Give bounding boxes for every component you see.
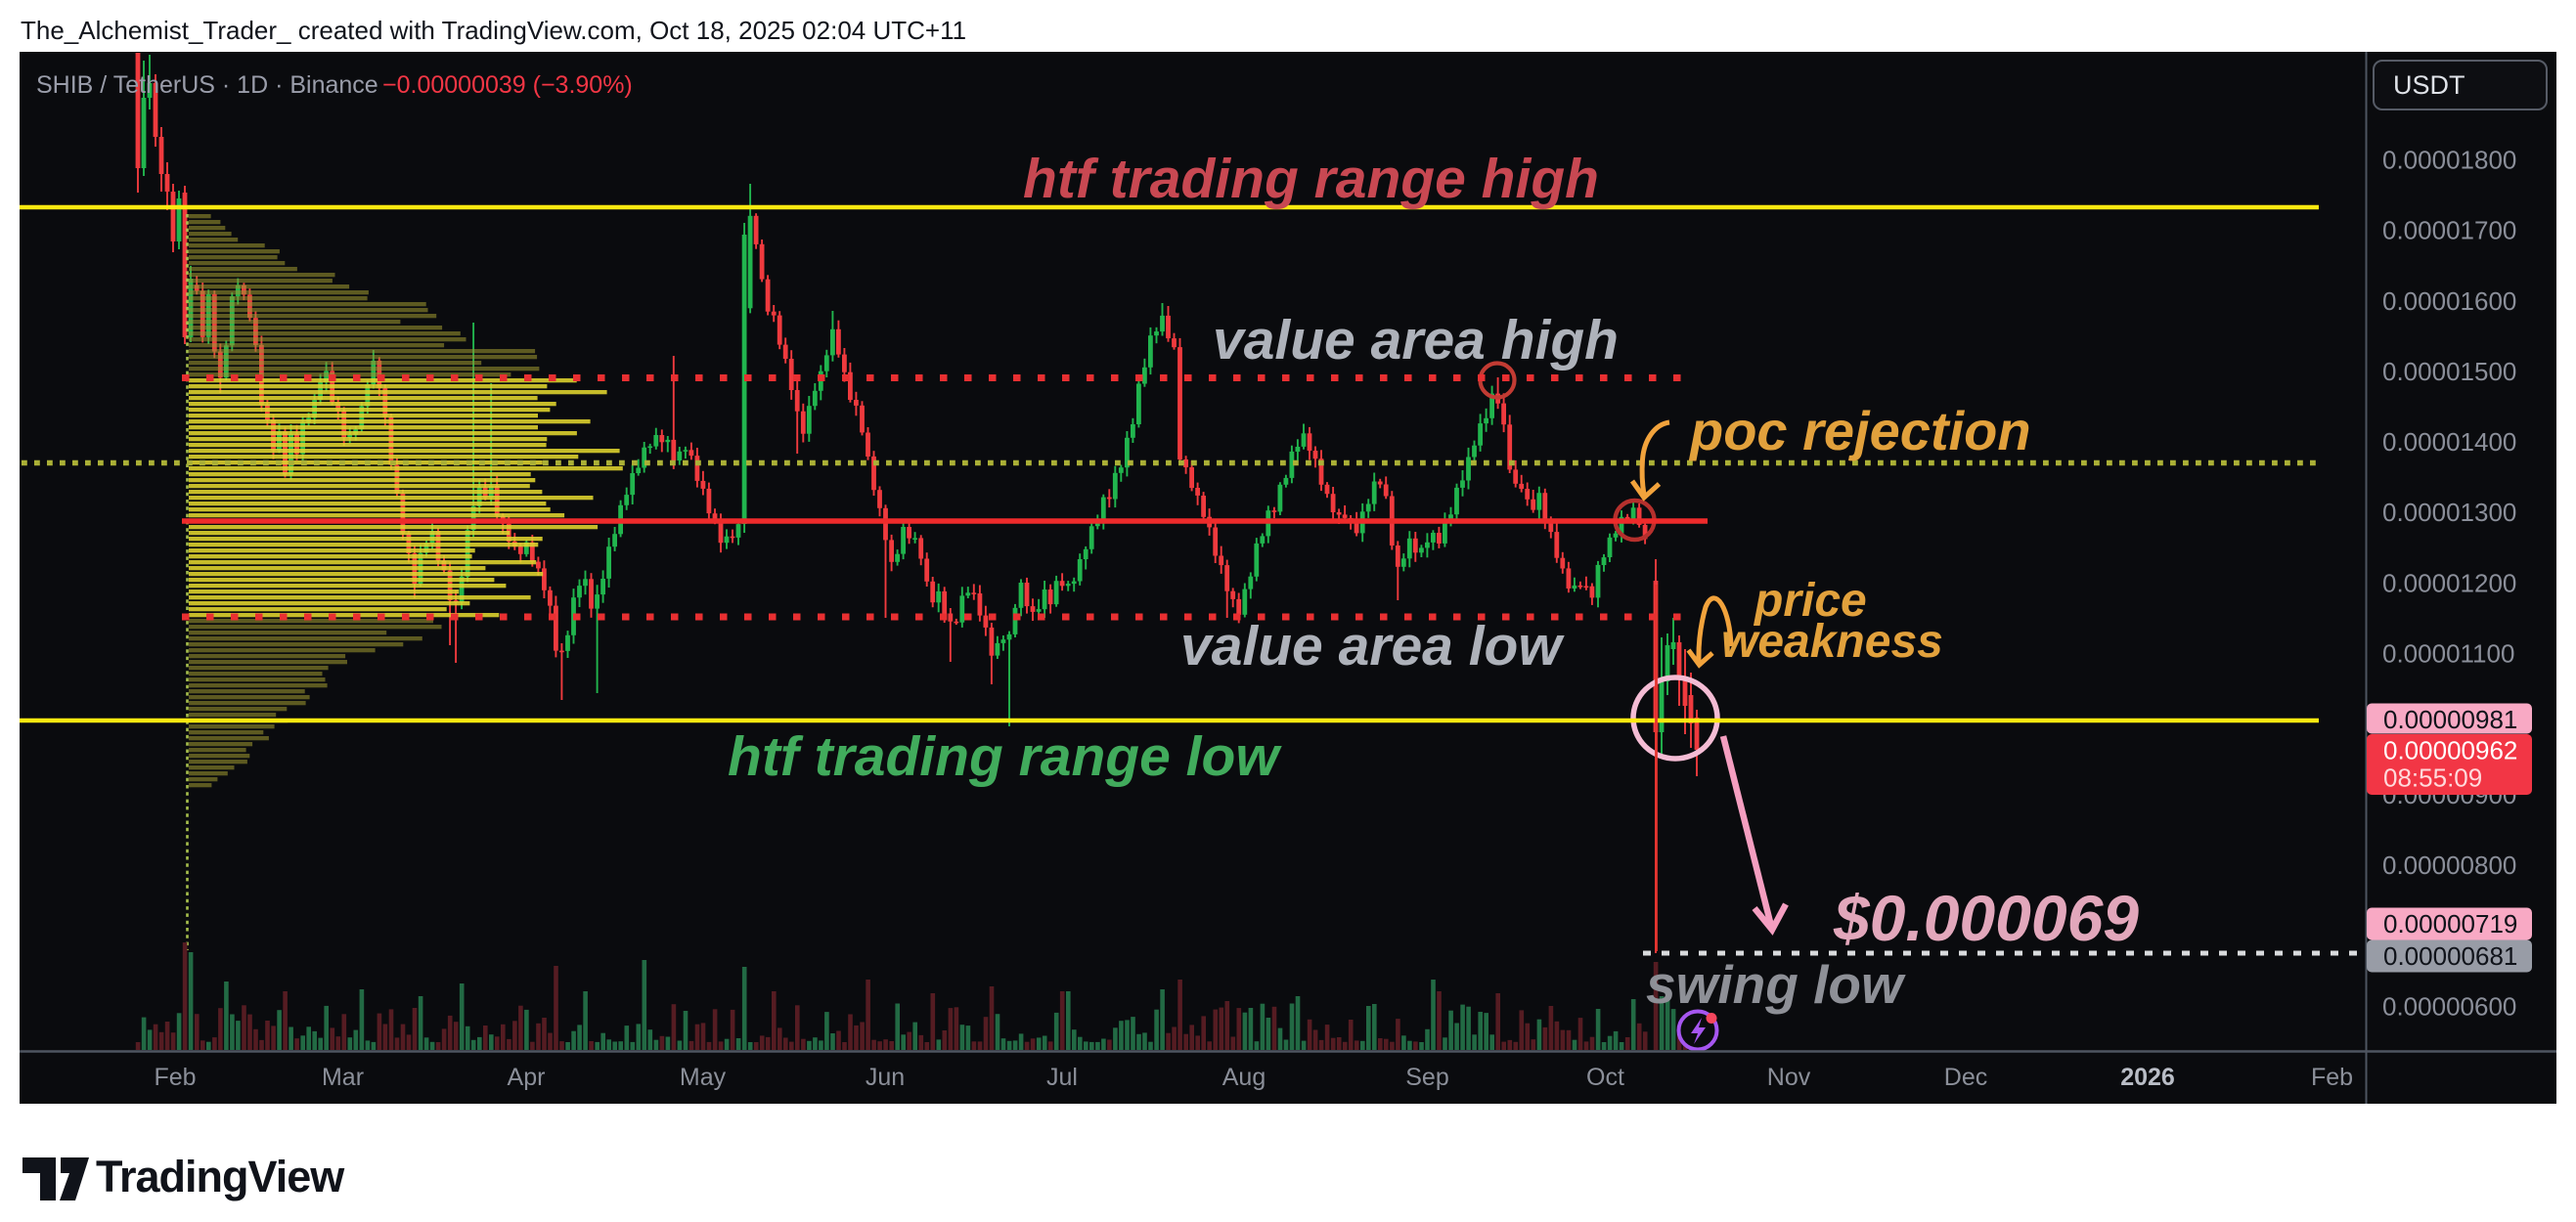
svg-text:swing low: swing low: [1646, 954, 1906, 1015]
svg-text:The_Alchemist_Trader_ created: The_Alchemist_Trader_ created with Tradi…: [21, 16, 966, 45]
svg-text:Feb: Feb: [2311, 1064, 2353, 1091]
svg-text:0.00001300: 0.00001300: [2382, 498, 2516, 527]
svg-text:weakness: weakness: [1721, 616, 1943, 668]
svg-text:0.00000962: 0.00000962: [2383, 736, 2517, 765]
svg-text:SHIB / TetherUS · 1D · Binance: SHIB / TetherUS · 1D · Binance: [36, 71, 378, 99]
svg-text:price: price: [1753, 575, 1867, 627]
svg-text:0.00000800: 0.00000800: [2382, 851, 2516, 880]
svg-text:0.00001500: 0.00001500: [2382, 357, 2516, 386]
svg-text:Jul: Jul: [1046, 1064, 1078, 1091]
svg-text:0.00000981: 0.00000981: [2383, 705, 2517, 734]
svg-text:08:55:09: 08:55:09: [2383, 764, 2482, 793]
svg-text:Feb: Feb: [154, 1064, 196, 1091]
svg-text:0.00001700: 0.00001700: [2382, 216, 2516, 245]
svg-text:−0.00000039 (−3.90%): −0.00000039 (−3.90%): [382, 71, 633, 99]
svg-text:Aug: Aug: [1222, 1064, 1266, 1091]
svg-text:Mar: Mar: [322, 1064, 364, 1091]
svg-text:0.00000719: 0.00000719: [2383, 909, 2517, 938]
svg-text:Dec: Dec: [1944, 1064, 1987, 1091]
svg-text:2026: 2026: [2120, 1064, 2175, 1091]
svg-text:value area low: value area low: [1180, 615, 1565, 677]
svg-text:0.00001600: 0.00001600: [2382, 286, 2516, 316]
svg-text:Sep: Sep: [1405, 1064, 1448, 1091]
svg-text:0.00001200: 0.00001200: [2382, 568, 2516, 597]
svg-text:0.00001100: 0.00001100: [2382, 639, 2514, 669]
svg-text:0.00000681: 0.00000681: [2383, 941, 2517, 971]
svg-text:TradingView: TradingView: [96, 1152, 345, 1201]
svg-text:value area high: value area high: [1213, 309, 1619, 371]
svg-text:poc rejection: poc rejection: [1688, 400, 2031, 461]
svg-text:Jun: Jun: [866, 1064, 905, 1091]
svg-text:0.00001400: 0.00001400: [2382, 427, 2516, 457]
svg-text:Oct: Oct: [1586, 1064, 1624, 1091]
svg-text:USDT: USDT: [2393, 70, 2465, 100]
svg-text:htf trading range high: htf trading range high: [1023, 148, 1599, 210]
svg-text:0.00000600: 0.00000600: [2382, 991, 2516, 1021]
svg-text:htf trading range low: htf trading range low: [728, 725, 1282, 788]
svg-text:Apr: Apr: [508, 1064, 546, 1091]
svg-text:0.00001800: 0.00001800: [2382, 146, 2516, 175]
svg-text:Nov: Nov: [1767, 1064, 1811, 1091]
svg-text:$0.000069: $0.000069: [1833, 882, 2139, 954]
svg-text:May: May: [680, 1064, 727, 1091]
